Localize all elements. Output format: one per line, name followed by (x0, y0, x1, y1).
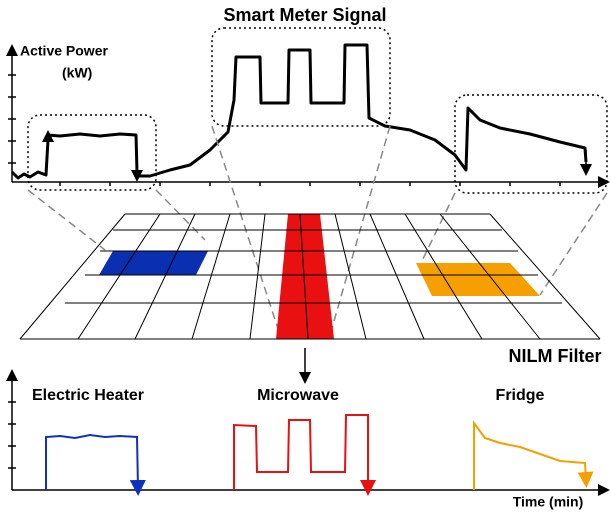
microwave-signal (233, 414, 376, 496)
x-axis-label: Time (min) (513, 494, 584, 510)
top-axes (6, 44, 610, 188)
y-axis-label: Active Power (20, 43, 108, 59)
focus-box (27, 114, 157, 191)
heater-signal (45, 433, 146, 496)
appliance-label: Electric Heater (32, 387, 144, 404)
filter-label: NILM Filter (509, 346, 602, 366)
appliance-label: Microwave (257, 387, 339, 404)
title: Smart Meter Signal (223, 5, 386, 25)
y-axis-unit: (kW) (62, 65, 92, 81)
fridge-signal (473, 419, 594, 490)
aggregate-signal (10, 43, 588, 180)
appliance-label: Fridge (496, 387, 545, 404)
filter-grid (19, 213, 601, 340)
bottom-axes (6, 369, 610, 496)
focus-box (454, 94, 608, 194)
focus-box (211, 27, 391, 127)
